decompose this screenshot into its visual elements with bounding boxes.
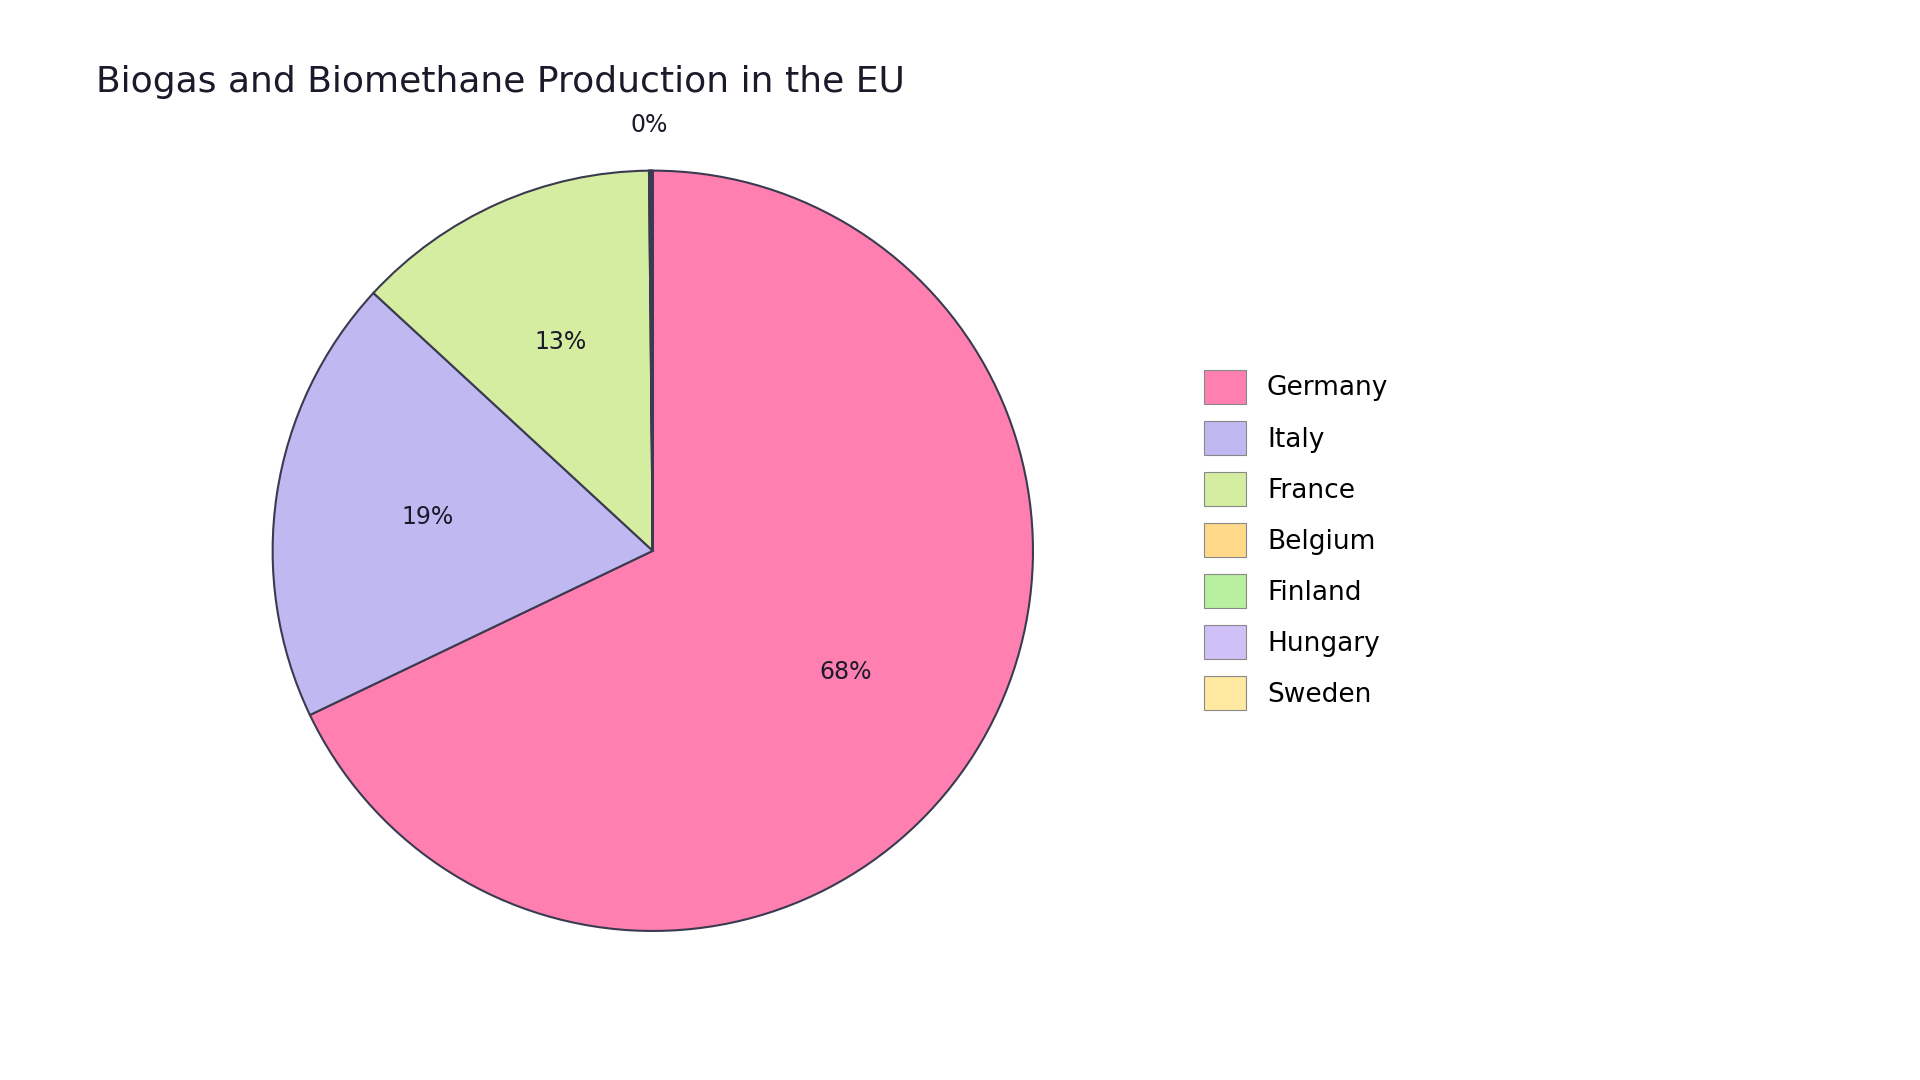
Text: 0%: 0% <box>630 113 668 137</box>
Wedge shape <box>273 293 653 715</box>
Wedge shape <box>372 171 653 551</box>
Wedge shape <box>649 171 653 551</box>
Text: 13%: 13% <box>534 330 586 354</box>
Text: Biogas and Biomethane Production in the EU: Biogas and Biomethane Production in the … <box>96 65 904 98</box>
Text: 19%: 19% <box>401 504 453 529</box>
Wedge shape <box>309 171 1033 931</box>
Wedge shape <box>651 171 653 551</box>
Text: 68%: 68% <box>820 660 872 685</box>
Legend: Germany, Italy, France, Belgium, Finland, Hungary, Sweden: Germany, Italy, France, Belgium, Finland… <box>1204 369 1388 711</box>
